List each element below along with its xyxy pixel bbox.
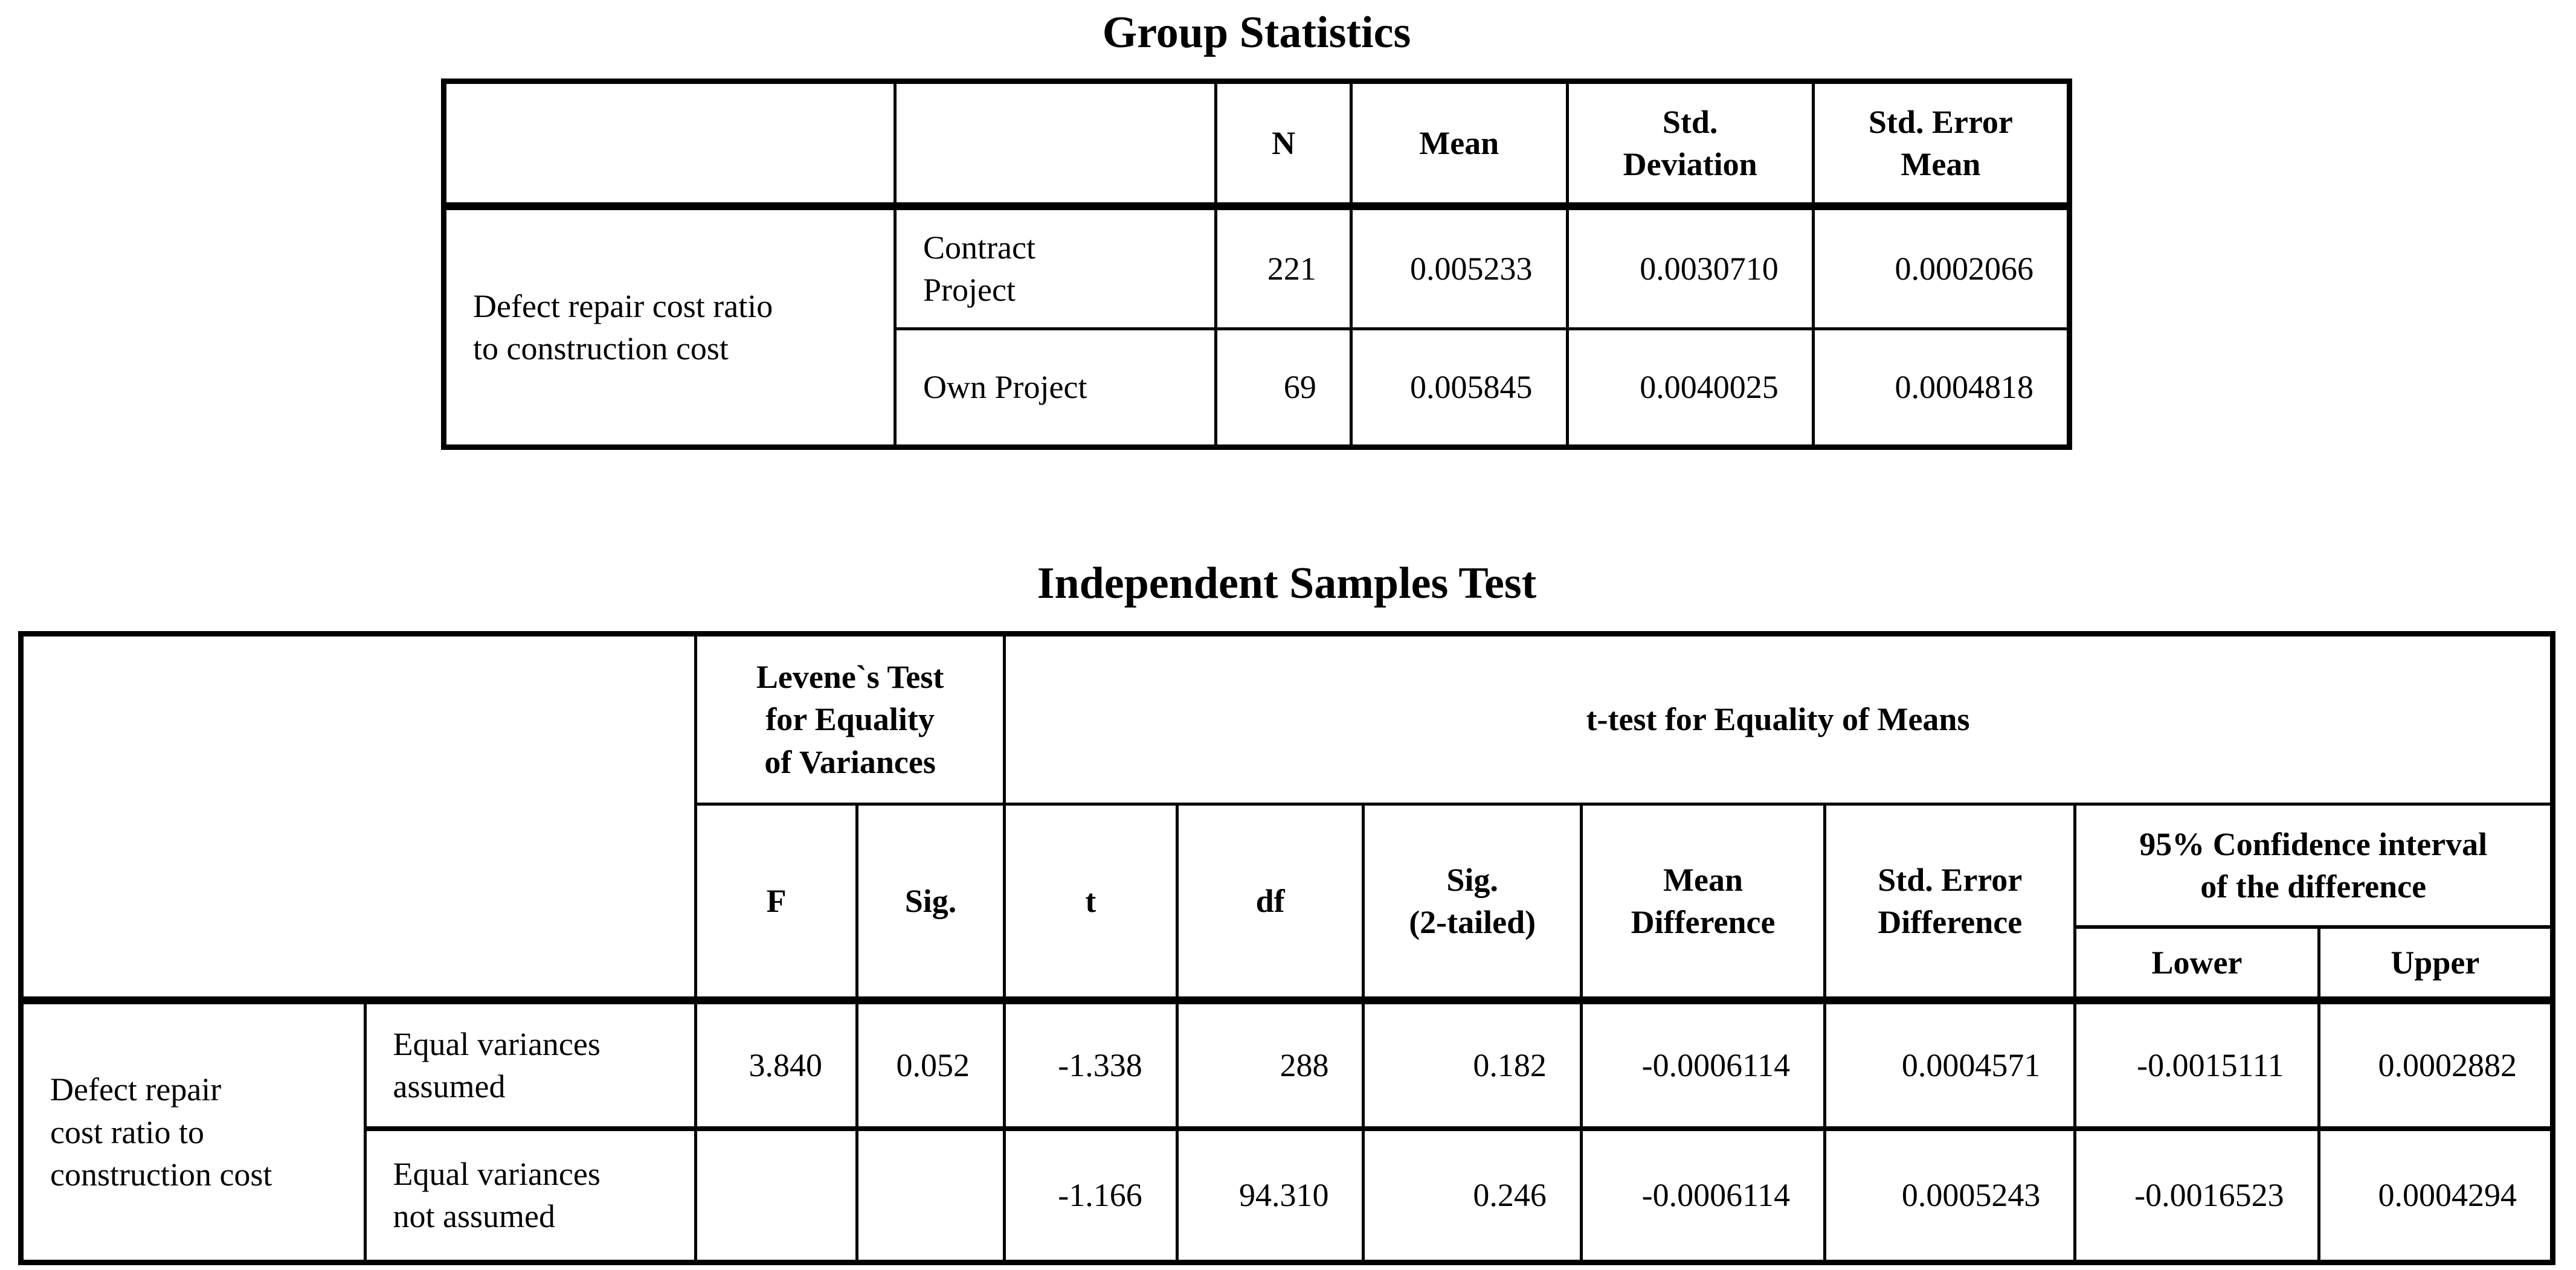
ist-row1-mean-difference: -0.0006114 [1582, 1004, 1827, 1131]
gs-row-label: Defect repair cost ratio to construction… [446, 210, 897, 444]
ist-row1-std-error-difference: 0.0004571 [1826, 1004, 2077, 1131]
gs-row2-n: 69 [1217, 330, 1353, 444]
gs-row1-std-error-mean: 0.0002066 [1814, 210, 2067, 330]
ist-header-f: F [697, 806, 859, 1005]
ist-header-t: t [1006, 806, 1179, 1005]
ist-header-levene: Levene`s Test for Equality of Variances [697, 637, 1006, 806]
independent-samples-test-table: Levene`s Test for Equality of Variances … [18, 631, 2555, 1265]
ist-header-sig: Sig. [858, 806, 1006, 1005]
ist-header-df: df [1178, 806, 1365, 1005]
ist-row2-df: 94.310 [1179, 1130, 1365, 1260]
ist-row2-t: -1.166 [1006, 1130, 1179, 1260]
ist-row2-std-error-difference: 0.0005243 [1826, 1130, 2077, 1260]
gs-row1-std-deviation: 0.0030710 [1568, 210, 1815, 330]
ist-row1-f: 3.840 [697, 1004, 859, 1131]
ist-header-upper: Upper [2320, 929, 2550, 1005]
gs-row1-n: 221 [1217, 210, 1353, 330]
ist-header-blank [24, 637, 698, 1005]
ist-row-label: Defect repair cost ratio to construction… [24, 1004, 367, 1260]
gs-row2-std-deviation: 0.0040025 [1569, 330, 1815, 444]
ist-row1-lower: -0.0015111 [2076, 1004, 2320, 1131]
gs-header-std-error-mean: Std. Error Mean [1814, 84, 2067, 210]
ist-row2-sig-2tailed: 0.246 [1365, 1130, 1583, 1260]
ist-header-lower: Lower [2076, 928, 2320, 1005]
ist-row2-lower: -0.0016523 [2076, 1130, 2320, 1260]
group-statistics-table: N Mean Std. Deviation Std. Error Mean De… [441, 79, 2072, 450]
ist-row2-variances: Equal variances not assumed [367, 1130, 698, 1260]
ist-header-std-error-difference: Std. Error Difference [1826, 806, 2077, 1005]
gs-header-n: N [1217, 84, 1353, 210]
ist-row1-t: -1.338 [1006, 1004, 1179, 1131]
ist-row2-sig [858, 1130, 1006, 1260]
ist-row1-variances: Equal variances assumed [366, 1004, 698, 1131]
ist-header-sig-2tailed: Sig. (2-tailed) [1365, 806, 1583, 1005]
gs-row2-std-error-mean: 0.0004818 [1895, 369, 2034, 406]
ist-row2-f [697, 1130, 859, 1260]
ist-header-confidence-interval: 95% Confidence interval of the differenc… [2076, 806, 2550, 929]
gs-row2-mean: 0.005845 [1353, 330, 1569, 444]
gs-header-std-deviation: Std. Deviation [1568, 84, 1815, 210]
ist-row1-upper: 0.0002882 [2320, 1004, 2550, 1131]
gs-header-blank-1 [446, 84, 897, 210]
gs-header-mean: Mean [1352, 84, 1569, 210]
ist-header-ttest: t-test for Equality of Means [1006, 637, 2550, 806]
ist-header-mean-difference: Mean Difference [1582, 806, 1827, 1005]
ist-row2-mean-difference: -0.0006114 [1583, 1130, 1827, 1260]
gs-header-blank-2 [897, 84, 1218, 210]
ist-row1-df: 288 [1178, 1004, 1365, 1131]
independent-samples-test-title: Independent Samples Test [1037, 559, 1537, 608]
gs-row1-group: Contract Project [897, 210, 1218, 330]
gs-row2-group: Own Project [897, 330, 1218, 444]
ist-row1-sig: 0.052 [858, 1004, 1006, 1131]
ist-row1-sig-2tailed: 0.182 [1365, 1004, 1583, 1131]
ist-row2-upper: 0.0004294 [2378, 1177, 2517, 1214]
group-statistics-title: Group Statistics [1102, 8, 1411, 57]
gs-row1-mean: 0.005233 [1352, 210, 1569, 330]
